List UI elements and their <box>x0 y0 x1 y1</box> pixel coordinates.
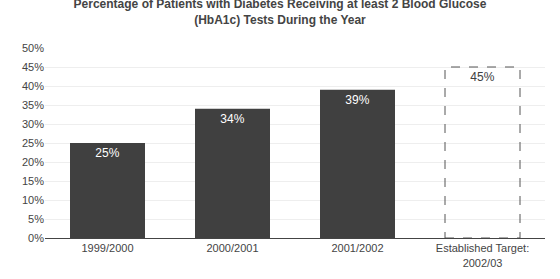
svg-text:25%: 25% <box>95 146 119 160</box>
svg-text:45%: 45% <box>22 61 44 73</box>
svg-text:10%: 10% <box>22 194 44 206</box>
svg-text:39%: 39% <box>345 93 369 107</box>
svg-text:Percentage of Patients with Di: Percentage of Patients with Diabetes Rec… <box>74 0 487 27</box>
svg-text:30%: 30% <box>22 118 44 130</box>
svg-text:35%: 35% <box>22 99 44 111</box>
svg-text:20%: 20% <box>22 156 44 168</box>
svg-text:1999/2000: 1999/2000 <box>82 242 134 254</box>
svg-text:25%: 25% <box>22 137 44 149</box>
svg-text:5%: 5% <box>28 213 44 225</box>
svg-text:40%: 40% <box>22 80 44 92</box>
svg-text:2000/2001: 2000/2001 <box>207 242 259 254</box>
svg-text:34%: 34% <box>220 112 244 126</box>
svg-text:2001/2002: 2001/2002 <box>332 242 384 254</box>
svg-text:45%: 45% <box>470 70 494 84</box>
svg-text:15%: 15% <box>22 175 44 187</box>
svg-text:Established Target:2002/03: Established Target:2002/03 <box>436 242 529 268</box>
svg-text:50%: 50% <box>22 42 44 54</box>
svg-text:0%: 0% <box>28 232 44 244</box>
